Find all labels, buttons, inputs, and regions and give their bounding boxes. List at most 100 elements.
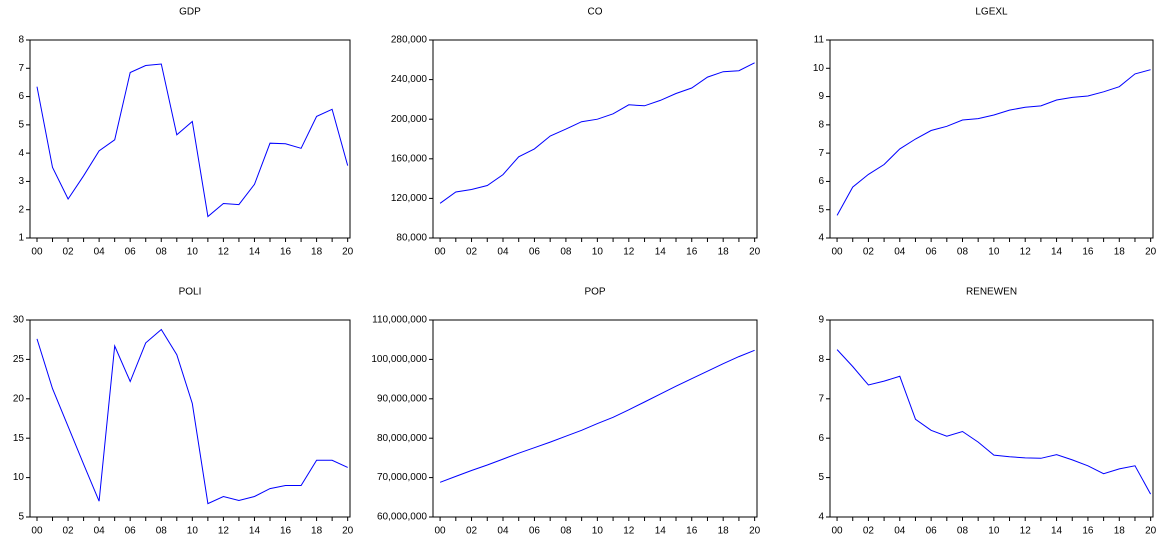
- panel-title: RENEWEN: [966, 287, 1017, 298]
- y-tick-label: 80,000: [396, 233, 427, 244]
- x-tick-label: 16: [686, 526, 698, 537]
- y-tick-label: 3: [18, 176, 24, 187]
- x-tick-label: 12: [1020, 247, 1032, 258]
- x-tick-label: 10: [988, 247, 1000, 258]
- y-tick-label: 5: [818, 204, 824, 215]
- x-tick-label: 06: [926, 247, 938, 258]
- y-tick-label: 5: [18, 512, 24, 523]
- x-tick-label: 08: [560, 526, 572, 537]
- panel-title: CO: [588, 7, 603, 18]
- x-tick-label: 20: [342, 247, 354, 258]
- y-tick-label: 120,000: [391, 193, 428, 204]
- x-tick-label: 02: [62, 526, 74, 537]
- y-tick-label: 5: [818, 472, 824, 483]
- x-tick-label: 06: [529, 526, 541, 537]
- y-tick-label: 90,000,000: [377, 393, 427, 404]
- x-tick-label: 08: [156, 526, 168, 537]
- x-tick-label: 12: [218, 247, 230, 258]
- x-tick-label: 00: [831, 526, 843, 537]
- y-tick-label: 7: [18, 63, 24, 74]
- panel-title: LGEXL: [975, 7, 1008, 18]
- y-tick-label: 4: [18, 148, 24, 159]
- y-tick-label: 9: [818, 315, 824, 326]
- x-tick-label: 18: [1114, 247, 1126, 258]
- y-tick-label: 2: [18, 204, 24, 215]
- x-tick-label: 12: [623, 526, 635, 537]
- y-tick-label: 7: [818, 393, 824, 404]
- x-tick-label: 08: [156, 247, 168, 258]
- y-tick-label: 30: [13, 315, 25, 326]
- x-tick-label: 18: [1114, 526, 1126, 537]
- x-tick-label: 02: [466, 526, 478, 537]
- x-tick-label: 14: [1051, 526, 1063, 537]
- x-tick-label: 02: [863, 247, 875, 258]
- x-tick-label: 14: [249, 526, 261, 537]
- y-tick-label: 11: [814, 35, 825, 46]
- y-tick-label: 6: [818, 433, 824, 444]
- x-tick-label: 06: [529, 247, 541, 258]
- x-tick-label: 08: [957, 526, 969, 537]
- x-tick-label: 20: [342, 526, 354, 537]
- x-tick-label: 20: [749, 247, 761, 258]
- x-tick-label: 10: [187, 526, 199, 537]
- x-tick-label: 20: [1145, 526, 1157, 537]
- y-tick-label: 240,000: [391, 74, 428, 85]
- y-tick-label: 6: [18, 91, 24, 102]
- plot-frame: [829, 319, 1154, 518]
- x-tick-label: 04: [497, 526, 509, 537]
- x-tick-label: 02: [62, 247, 74, 258]
- x-tick-label: 00: [435, 247, 447, 258]
- y-tick-label: 160,000: [391, 153, 428, 164]
- y-tick-label: 280,000: [391, 35, 428, 46]
- x-tick-label: 18: [311, 247, 323, 258]
- x-tick-label: 00: [831, 247, 843, 258]
- x-tick-label: 12: [1020, 526, 1032, 537]
- x-tick-label: 10: [592, 247, 604, 258]
- x-tick-label: 10: [592, 526, 604, 537]
- y-tick-label: 100,000,000: [371, 354, 427, 365]
- y-tick-label: 8: [818, 354, 824, 365]
- x-tick-label: 04: [894, 247, 906, 258]
- y-tick-label: 9: [818, 91, 824, 102]
- y-tick-label: 5: [18, 119, 24, 130]
- x-tick-label: 16: [1082, 526, 1094, 537]
- data-line: [836, 69, 1151, 216]
- y-tick-label: 4: [818, 233, 824, 244]
- x-tick-label: 20: [749, 526, 761, 537]
- x-tick-label: 10: [988, 526, 1000, 537]
- x-tick-label: 18: [718, 526, 730, 537]
- plot-frame: [29, 319, 351, 518]
- plot-frame: [829, 39, 1154, 239]
- x-tick-label: 04: [94, 526, 106, 537]
- y-tick-label: 1: [18, 233, 24, 244]
- x-tick-label: 16: [280, 247, 292, 258]
- plot-frame: [432, 319, 758, 518]
- x-tick-label: 12: [218, 526, 230, 537]
- panel-title: GDP: [179, 7, 201, 18]
- x-tick-label: 16: [280, 526, 292, 537]
- y-tick-label: 7: [818, 148, 824, 159]
- x-tick-label: 06: [125, 247, 137, 258]
- y-tick-label: 200,000: [391, 114, 428, 125]
- x-tick-label: 14: [249, 247, 261, 258]
- y-tick-label: 8: [818, 119, 824, 130]
- x-tick-label: 20: [1145, 247, 1157, 258]
- x-tick-label: 08: [957, 247, 969, 258]
- x-tick-label: 00: [435, 526, 447, 537]
- data-line: [439, 62, 755, 204]
- panel-title: POP: [584, 287, 605, 298]
- y-tick-label: 20: [13, 393, 25, 404]
- x-tick-label: 04: [497, 247, 509, 258]
- x-tick-label: 14: [655, 526, 667, 537]
- x-tick-label: 02: [466, 247, 478, 258]
- x-tick-label: 12: [623, 247, 635, 258]
- x-tick-label: 10: [187, 247, 199, 258]
- x-tick-label: 04: [94, 247, 106, 258]
- x-tick-label: 18: [311, 526, 323, 537]
- y-tick-label: 10: [813, 63, 825, 74]
- plot-frame: [432, 39, 758, 239]
- y-tick-label: 6: [818, 176, 824, 187]
- data-line: [36, 328, 348, 505]
- data-line: [836, 349, 1152, 495]
- x-tick-label: 18: [718, 247, 730, 258]
